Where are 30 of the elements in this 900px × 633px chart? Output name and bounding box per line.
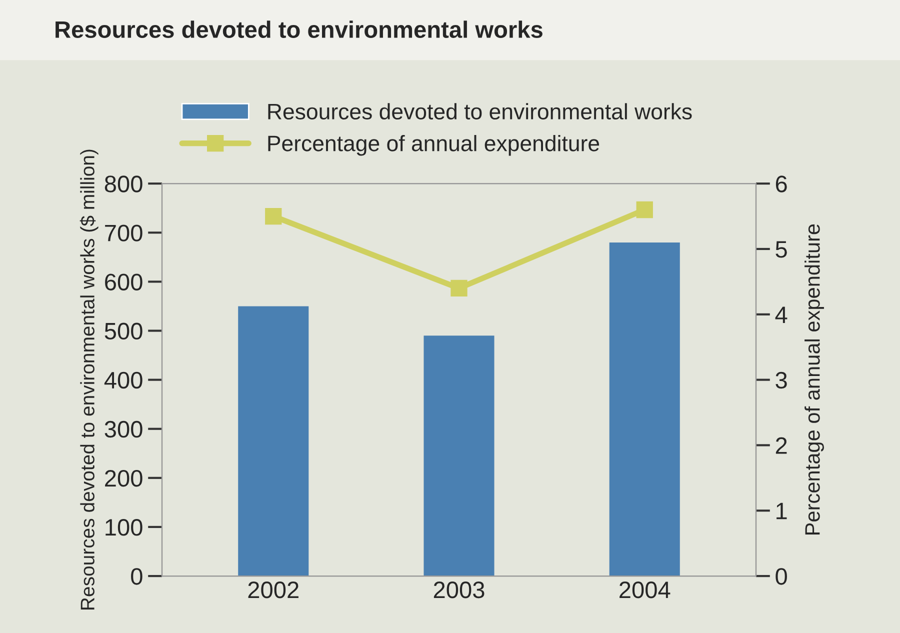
bar: [424, 336, 494, 576]
y2-tick-label: 5: [776, 241, 787, 258]
y-tick-label: 700: [105, 224, 142, 242]
y-axis-title: Resources devoted to environmental works ($ million): [80, 150, 98, 610]
legend-label: Percentage of annual expenditure: [268, 135, 600, 156]
legend-label: Resources devoted to environmental works: [268, 103, 692, 120]
bar: [238, 306, 309, 576]
point: [265, 208, 282, 225]
y-tick-label: 100: [106, 519, 142, 536]
point: [450, 280, 468, 297]
chart-title: Resources devoted to environmental works: [56, 20, 542, 38]
y-tick-label: 800: [104, 176, 142, 192]
y-tick-label: 200: [105, 470, 142, 487]
x-tick-label: 2003: [434, 582, 484, 598]
y-tick-label: 600: [105, 274, 142, 290]
x-tick-label: 2002: [248, 582, 298, 598]
y2-axis-title: Percentage of annual expenditure: [804, 224, 824, 534]
y2-tick-label: 0: [776, 568, 787, 585]
y2-tick-label: 4: [775, 306, 788, 323]
y2-tick-label: 3: [776, 372, 787, 389]
x-tick-label: 2004: [620, 582, 670, 598]
bar: [609, 242, 680, 576]
y2-tick-label: 6: [776, 176, 787, 192]
y-tick-label: 400: [104, 372, 142, 389]
y-tick-label: 300: [104, 420, 142, 438]
point: [636, 201, 653, 218]
y2-tick-label: 1: [776, 502, 787, 520]
y2-tick-label: 2: [776, 437, 787, 454]
y-tick-label: 0: [131, 568, 142, 585]
y-tick-label: 500: [104, 322, 142, 340]
